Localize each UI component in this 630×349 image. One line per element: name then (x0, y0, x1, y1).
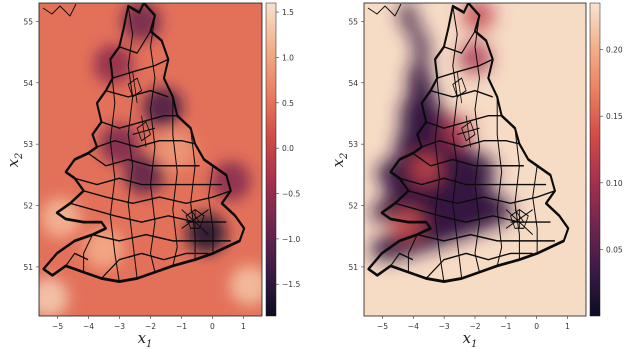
plot1-hotspot (142, 87, 183, 128)
plot2-x-tick-label: −2 (469, 322, 480, 331)
plot1-colorbar (265, 2, 277, 317)
plot1-map-overlay (42, 3, 246, 283)
plot1-x-tick-label: 0 (210, 322, 215, 331)
plot2-north-coast (367, 3, 402, 17)
plot2-colorbar-tick-label: 0.05 (606, 245, 623, 254)
plot2-colorbar-tick-label: 0.15 (606, 112, 623, 121)
plot2-y-tick-label: 54 (348, 79, 358, 88)
plot2-x-tick-label: 1 (565, 322, 570, 331)
plot2-y-tick-label: 55 (348, 17, 358, 26)
plot1-x-tick-label: −1 (176, 322, 187, 331)
plot2-y-tick-labels: 51 52 53 54 55 (348, 17, 364, 272)
plot2-x-tick-label: −4 (408, 322, 419, 331)
plot1-x-tick-label: −5 (52, 322, 63, 331)
plot1-x-tick-label: −4 (83, 322, 94, 331)
plot2-xlabel: x1 (463, 329, 478, 349)
left-panel: −5 −4 −3 −2 −1 0 1 51 52 53 54 55 x1 x2 1.5 1.0 0.5 0… (4, 2, 300, 349)
plot2-y-tick-label: 53 (348, 140, 358, 149)
plot1-xlabel: x1 (138, 329, 153, 349)
plot1-hotspot (84, 228, 125, 269)
plot1-hotspot (99, 124, 140, 165)
plot2-colorbar (589, 2, 601, 317)
plot1-ylabel: x2 (4, 153, 25, 168)
plot1-x-tick-label: 1 (241, 322, 246, 331)
plot2-map-overlay (367, 3, 570, 283)
plot1-y-tick-label: 54 (23, 79, 33, 88)
plot2-x-tick-label: −3 (439, 322, 450, 331)
plot2-hotspot (459, 42, 491, 75)
plot1-y-tick-label: 53 (23, 140, 33, 149)
plot2-hotspot (391, 207, 424, 240)
plot1-colorbar-tick-label: 0.0 (282, 144, 294, 153)
plot1-hotspot (229, 265, 262, 306)
plot2-hotspot (440, 115, 473, 148)
plot1-hotspot (39, 277, 69, 316)
plot1-x-tick-label: −2 (145, 322, 156, 331)
plot1-colorbar-tick-label: 1.5 (282, 8, 294, 17)
plot2-x-tick-labels: −5 −4 −3 −2 −1 0 1 (377, 316, 570, 331)
plot1-y-tick-label: 55 (23, 17, 33, 26)
plot2-x-tick-label: 0 (534, 322, 539, 331)
plot2-colorbar-tick-label: 0.20 (606, 46, 623, 55)
plot2-ylabel: x2 (329, 153, 350, 168)
plot1-y-tick-label: 51 (23, 263, 33, 272)
plot2-colorbar-ticks: 0.20 0.15 0.10 0.05 (600, 46, 623, 254)
plot2-x-tick-label: −5 (377, 322, 388, 331)
plot1-colorbar-tick-label: −1.0 (282, 235, 300, 244)
plot1-x-tick-label: −3 (114, 322, 125, 331)
plot2-y-tick-label: 51 (348, 263, 358, 272)
plot2-hotspot (409, 152, 442, 185)
plot1-colorbar-ticks: 1.5 1.0 0.5 0.0 −0.5 −1.0 −1.5 (276, 8, 300, 289)
plot1-north-coast (42, 3, 77, 17)
plot1-y-tick-labels: 51 52 53 54 55 (23, 17, 39, 272)
plot1-hotspot (40, 197, 81, 238)
plot1-colorbar-tick-label: 0.5 (282, 99, 294, 108)
plot2-y-tick-label: 52 (348, 202, 358, 211)
plot1-colorbar-tick-label: −0.5 (282, 190, 300, 199)
plot1-colorbar-tick-label: 1.0 (282, 53, 294, 62)
plot1-colorbar-tick-label: −1.5 (282, 280, 300, 289)
plot2-x-tick-label: −1 (500, 322, 511, 331)
plot1-y-tick-label: 52 (23, 202, 33, 211)
plot1-x-tick-labels: −5 −4 −3 −2 −1 0 1 (52, 316, 246, 331)
plot2-colorbar-tick-label: 0.10 (606, 179, 623, 188)
plot1-hotspot (155, 130, 196, 171)
